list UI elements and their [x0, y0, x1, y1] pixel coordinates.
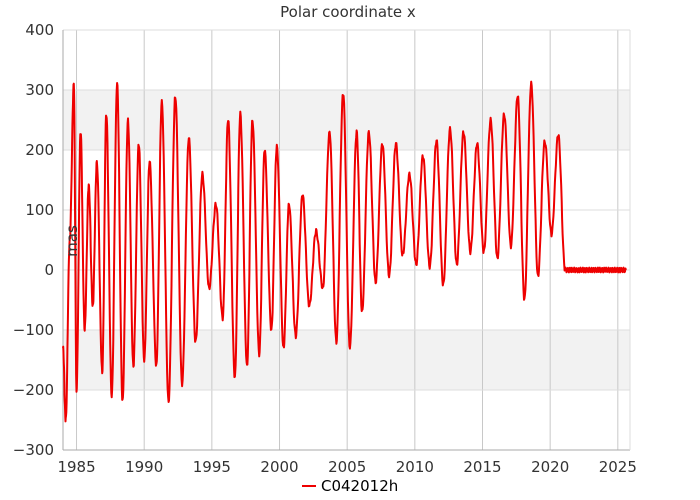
- y-tick-label-7: 400: [25, 21, 54, 39]
- y-tick-label-4: 100: [25, 201, 54, 219]
- y-tick-label-6: 300: [25, 81, 54, 99]
- y-tick-label-1: −200: [13, 381, 54, 399]
- x-tick-label-5: 2010: [396, 458, 434, 476]
- shaded-band-1: [63, 330, 630, 390]
- x-tick-label-4: 2005: [328, 458, 366, 476]
- y-axis-label: mas: [63, 225, 81, 257]
- shaded-band-0: [63, 90, 630, 150]
- x-tick-label-6: 2015: [463, 458, 501, 476]
- plot-border: [62, 30, 631, 451]
- series-layer: [62, 80, 627, 423]
- x-tick-label-1: 1990: [125, 458, 163, 476]
- series-line-0: [62, 80, 627, 423]
- x-tick-label-3: 2000: [260, 458, 298, 476]
- x-tick-label-0: 1985: [57, 458, 95, 476]
- legend-label: C042012h: [321, 477, 398, 495]
- legend[interactable]: C042012h: [302, 477, 398, 495]
- y-tick-label-5: 200: [25, 141, 54, 159]
- y-tick-label-3: 0: [44, 261, 54, 279]
- y-tick-labels: −300 −200 −100 0 100 200 300 400: [13, 21, 54, 459]
- x-tick-labels: 1985 1990 1995 2000 2005 2010 2015 2020 2025: [57, 458, 636, 476]
- y-tick-label-2: −100: [13, 321, 54, 339]
- y-tick-label-0: −300: [13, 441, 54, 459]
- x-tick-label-8: 2025: [599, 458, 637, 476]
- x-tick-label-7: 2020: [531, 458, 569, 476]
- chart-title: Polar coordinate x: [280, 3, 416, 21]
- x-tick-label-2: 1995: [193, 458, 231, 476]
